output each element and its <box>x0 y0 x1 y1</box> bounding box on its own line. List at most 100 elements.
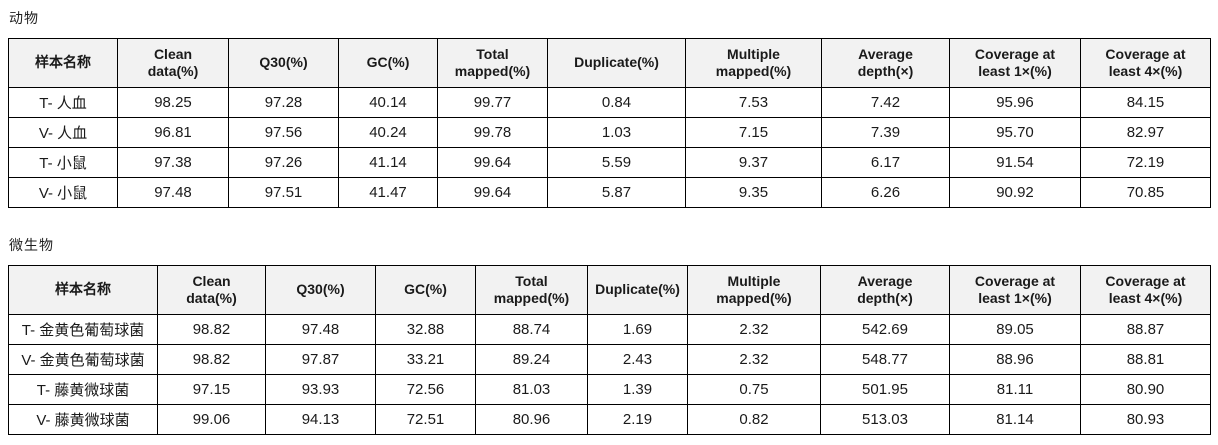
table-row: T- 金黄色葡萄球菌 98.82 97.48 32.88 88.74 1.69 2.32 54… <box>8 314 1211 345</box>
value-cell: 6.17 <box>821 147 950 178</box>
value-cell: 95.96 <box>949 87 1081 118</box>
value-cell: 88.87 <box>1080 314 1211 345</box>
value-cell: 40.24 <box>338 117 438 148</box>
value-cell: 1.69 <box>587 314 688 345</box>
sample-name-cell: V- 金黄色葡萄球菌 <box>8 344 158 375</box>
value-cell: 90.92 <box>949 177 1081 208</box>
value-cell: 513.03 <box>820 404 950 435</box>
value-cell: 6.26 <box>821 177 950 208</box>
column-header: GC(%) <box>338 38 438 88</box>
column-header: Multiple mapped(%) <box>685 38 822 88</box>
table-row: T- 小鼠 97.38 97.26 41.14 99.64 5.59 9.37 6.17 91.… <box>8 147 1211 178</box>
value-cell: 0.75 <box>687 374 821 405</box>
column-header: Total mapped(%) <box>475 265 588 315</box>
table-row: V- 小鼠 97.48 97.51 41.47 99.64 5.87 9.35 6.26 90.… <box>8 177 1211 208</box>
value-cell: 89.05 <box>949 314 1081 345</box>
value-cell: 80.96 <box>475 404 588 435</box>
value-cell: 9.35 <box>685 177 822 208</box>
value-cell: 33.21 <box>375 344 476 375</box>
value-cell: 98.25 <box>117 87 229 118</box>
value-cell: 98.82 <box>157 344 266 375</box>
column-header: Coverage at least 4×(%) <box>1080 38 1211 88</box>
value-cell: 97.28 <box>228 87 339 118</box>
value-cell: 97.56 <box>228 117 339 148</box>
sample-name-cell: T- 人血 <box>8 87 118 118</box>
value-cell: 5.87 <box>547 177 686 208</box>
value-cell: 70.85 <box>1080 177 1211 208</box>
table-row: V- 金黄色葡萄球菌 98.82 97.87 33.21 89.24 2.43 2.32 54… <box>8 344 1211 375</box>
table-row: V- 人血 96.81 97.56 40.24 99.78 1.03 7.15 7.39 95.… <box>8 117 1211 148</box>
value-cell: 94.13 <box>265 404 376 435</box>
column-header: Coverage at least 1×(%) <box>949 38 1081 88</box>
column-header: Coverage at least 4×(%) <box>1080 265 1211 315</box>
value-cell: 5.59 <box>547 147 686 178</box>
table-row: T- 藤黄微球菌 97.15 93.93 72.56 81.03 1.39 0.75 501.… <box>8 374 1211 405</box>
value-cell: 72.51 <box>375 404 476 435</box>
value-cell: 40.14 <box>338 87 438 118</box>
sample-name-cell: T- 藤黄微球菌 <box>8 374 158 405</box>
header-row: 样本名称 Clean data(%) Q30(%) GC(%) Total mapped… <box>8 265 1211 315</box>
sample-name-cell: T- 金黄色葡萄球菌 <box>8 314 158 345</box>
value-cell: 81.03 <box>475 374 588 405</box>
column-header: Total mapped(%) <box>437 38 548 88</box>
value-cell: 82.97 <box>1080 117 1211 148</box>
qc-table-microbe: 样本名称 Clean data(%) Q30(%) GC(%) Total mapped… <box>8 265 1211 435</box>
value-cell: 89.24 <box>475 344 588 375</box>
sample-name-cell: V- 藤黄微球菌 <box>8 404 158 435</box>
value-cell: 7.42 <box>821 87 950 118</box>
table-row: V- 藤黄微球菌 99.06 94.13 72.51 80.96 2.19 0.82 513.… <box>8 404 1211 435</box>
column-header: Average depth(×) <box>820 265 950 315</box>
sample-name-cell: T- 小鼠 <box>8 147 118 178</box>
qc-table-animal: 样本名称 Clean data(%) Q30(%) GC(%) Total mapped… <box>8 38 1211 208</box>
section-title-animal: 动物 <box>9 10 39 26</box>
column-header: Multiple mapped(%) <box>687 265 821 315</box>
value-cell: 95.70 <box>949 117 1081 148</box>
value-cell: 72.19 <box>1080 147 1211 178</box>
value-cell: 97.26 <box>228 147 339 178</box>
value-cell: 99.78 <box>437 117 548 148</box>
section-title-microbe: 微生物 <box>9 237 54 253</box>
column-header: Duplicate(%) <box>587 265 688 315</box>
value-cell: 7.39 <box>821 117 950 148</box>
value-cell: 93.93 <box>265 374 376 405</box>
value-cell: 1.39 <box>587 374 688 405</box>
value-cell: 9.37 <box>685 147 822 178</box>
value-cell: 501.95 <box>820 374 950 405</box>
value-cell: 97.48 <box>265 314 376 345</box>
value-cell: 97.87 <box>265 344 376 375</box>
column-header: Clean data(%) <box>157 265 266 315</box>
value-cell: 41.14 <box>338 147 438 178</box>
value-cell: 99.64 <box>437 177 548 208</box>
header-row: 样本名称 Clean data(%) Q30(%) GC(%) Total mapped… <box>8 38 1211 88</box>
section-animal: 动物 样本名称 Clean data(%) Q30(%) GC(%) Total map… <box>8 8 1211 208</box>
column-header: Q30(%) <box>228 38 339 88</box>
value-cell: 97.51 <box>228 177 339 208</box>
column-header: Duplicate(%) <box>547 38 686 88</box>
section-microbe: 微生物 样本名称 Clean data(%) Q30(%) GC(%) Total ma… <box>8 235 1211 435</box>
value-cell: 97.38 <box>117 147 229 178</box>
column-header: Clean data(%) <box>117 38 229 88</box>
value-cell: 91.54 <box>949 147 1081 178</box>
value-cell: 2.43 <box>587 344 688 375</box>
column-header: Coverage at least 1×(%) <box>949 265 1081 315</box>
value-cell: 80.90 <box>1080 374 1211 405</box>
value-cell: 88.96 <box>949 344 1081 375</box>
table-row: T- 人血 98.25 97.28 40.14 99.77 0.84 7.53 7.42 95.… <box>8 87 1211 118</box>
value-cell: 96.81 <box>117 117 229 148</box>
value-cell: 99.77 <box>437 87 548 118</box>
value-cell: 2.32 <box>687 344 821 375</box>
value-cell: 97.48 <box>117 177 229 208</box>
value-cell: 7.53 <box>685 87 822 118</box>
value-cell: 80.93 <box>1080 404 1211 435</box>
value-cell: 0.84 <box>547 87 686 118</box>
value-cell: 97.15 <box>157 374 266 405</box>
value-cell: 88.74 <box>475 314 588 345</box>
value-cell: 81.14 <box>949 404 1081 435</box>
sample-name-header: 样本名称 <box>8 265 158 315</box>
value-cell: 99.06 <box>157 404 266 435</box>
sample-name-cell: V- 小鼠 <box>8 177 118 208</box>
value-cell: 72.56 <box>375 374 476 405</box>
value-cell: 32.88 <box>375 314 476 345</box>
value-cell: 84.15 <box>1080 87 1211 118</box>
value-cell: 88.81 <box>1080 344 1211 375</box>
